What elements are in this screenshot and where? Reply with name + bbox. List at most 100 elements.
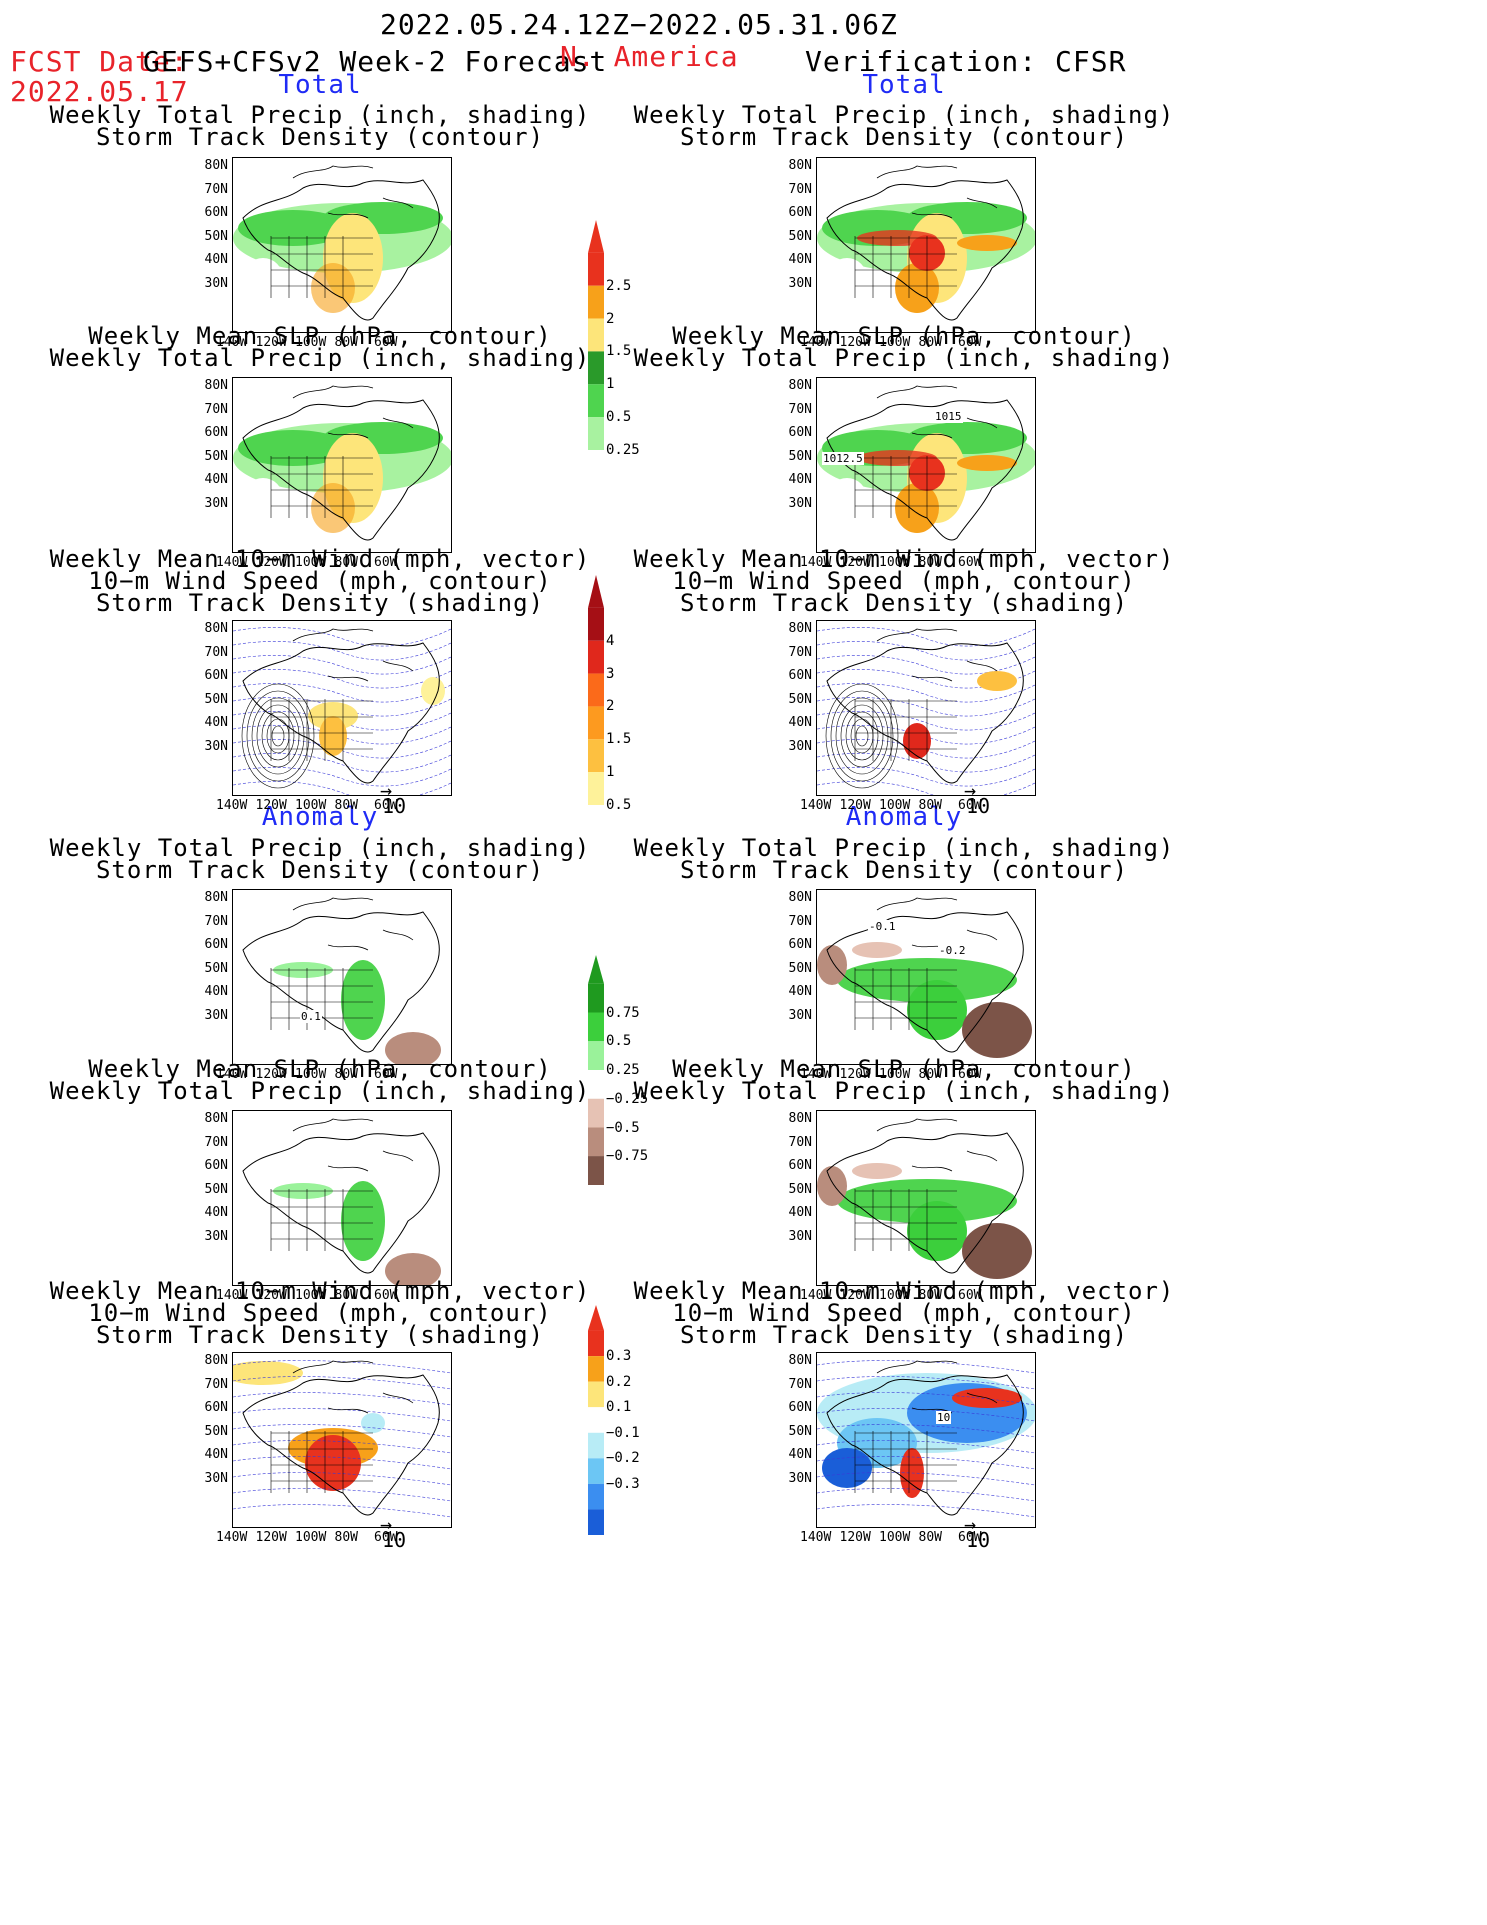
lat-tick-label: 50N bbox=[788, 1423, 812, 1439]
panel-title: Weekly Mean 10−m Wind (mph, vector) bbox=[49, 1277, 591, 1305]
colorbar-label: 0.75 bbox=[606, 1004, 640, 1021]
lon-tick-label: 60W bbox=[374, 1067, 398, 1082]
lon-tick-label: 80W bbox=[334, 1530, 358, 1545]
lon-tick-label: 80W bbox=[334, 1067, 358, 1082]
colorbar-label: 0.5 bbox=[606, 409, 632, 426]
contour-label: -0.1 bbox=[868, 920, 897, 933]
panel-title: Storm Track Density (shading) bbox=[95, 1321, 545, 1349]
lon-tick-label: 60W bbox=[374, 335, 398, 350]
lat-tick-label: 50N bbox=[788, 228, 812, 244]
lat-tick-label: 60N bbox=[788, 937, 812, 953]
lon-tick-label: 80W bbox=[918, 335, 942, 350]
lon-tick-label: 80W bbox=[334, 555, 358, 570]
lon-tick-label: 80W bbox=[918, 1530, 942, 1545]
lat-tick-label: 50N bbox=[204, 1423, 228, 1439]
lon-tick-label: 100W bbox=[879, 1067, 911, 1082]
lon-tick-label: 120W bbox=[839, 1067, 871, 1082]
panel-title: Weekly Total Precip (inch, shading) bbox=[49, 344, 591, 372]
lon-tick-label: 100W bbox=[879, 1288, 911, 1303]
fcst-date-label: FCST Date: bbox=[10, 45, 189, 78]
colorbar-label: 0.2 bbox=[606, 1373, 632, 1390]
panel-title: Weekly Mean SLP (hPa, contour) bbox=[672, 1055, 1136, 1083]
panel-title: Storm Track Density (shading) bbox=[679, 1321, 1129, 1349]
lon-tick-label: 60W bbox=[374, 1530, 398, 1545]
lat-tick-label: 50N bbox=[204, 448, 228, 464]
panel-title: Weekly Mean SLP (hPa, contour) bbox=[88, 322, 552, 350]
panel-title: Storm Track Density (contour) bbox=[679, 856, 1129, 884]
lat-tick-label: 50N bbox=[788, 1181, 812, 1197]
lat-tick-label: 80N bbox=[788, 1111, 812, 1126]
lon-tick-label: 100W bbox=[879, 1530, 911, 1545]
lon-tick-label: 140W bbox=[800, 798, 832, 813]
lat-tick-label: 30N bbox=[788, 1008, 812, 1023]
lon-tick-label: 120W bbox=[255, 1067, 287, 1082]
lon-tick-label: 140W bbox=[800, 335, 832, 350]
lat-tick-label: 80N bbox=[204, 1353, 228, 1368]
map-panel bbox=[816, 377, 1036, 553]
lat-tick-label: 40N bbox=[204, 1447, 228, 1463]
lat-tick-label: 40N bbox=[788, 715, 812, 731]
lon-tick-label: 120W bbox=[255, 555, 287, 570]
lon-tick-label: 60W bbox=[958, 335, 982, 350]
lon-tick-label: 120W bbox=[839, 335, 871, 350]
colorbar-label: 0.25 bbox=[606, 442, 640, 458]
lon-tick-label: 80W bbox=[334, 1288, 358, 1303]
colorbar-label: 0.25 bbox=[606, 1062, 640, 1078]
panel-title: 10−m Wind Speed (mph, contour) bbox=[672, 1299, 1136, 1327]
panel-title: Storm Track Density (contour) bbox=[95, 856, 545, 884]
panel-title: 10−m Wind Speed (mph, contour) bbox=[88, 1299, 552, 1327]
lat-tick-label: 30N bbox=[204, 739, 228, 754]
lat-tick-label: 50N bbox=[204, 960, 228, 976]
vector-ref-label: 10 bbox=[382, 1528, 407, 1552]
lat-tick-label: 70N bbox=[204, 181, 228, 197]
map-panel bbox=[816, 157, 1036, 333]
colorbar-label: 4 bbox=[606, 632, 615, 649]
map-panel bbox=[816, 1352, 1036, 1528]
lon-tick-label: 60W bbox=[958, 798, 982, 813]
panel-title: Storm Track Density (contour) bbox=[95, 123, 545, 151]
lon-tick-label: 140W bbox=[216, 1067, 248, 1082]
lon-tick-label: 140W bbox=[800, 1067, 832, 1082]
colorbar-label: 1 bbox=[606, 376, 615, 393]
forecast-model-label: GEFS+CFSv2 Week-2 Forecast bbox=[143, 45, 608, 78]
panel-title: Weekly Mean 10−m Wind (mph, vector) bbox=[633, 1277, 1175, 1305]
colorbar-label: −0.2 bbox=[606, 1450, 640, 1467]
lat-tick-label: 80N bbox=[204, 621, 228, 636]
lat-tick-label: 70N bbox=[788, 1134, 812, 1150]
lat-tick-label: 40N bbox=[788, 252, 812, 268]
map-panel bbox=[232, 620, 452, 796]
panel-title: Weekly Mean 10−m Wind (mph, vector) bbox=[49, 545, 591, 573]
lon-tick-label: 140W bbox=[216, 798, 248, 813]
colorbar-label: 1 bbox=[606, 764, 615, 781]
lat-tick-label: 40N bbox=[788, 984, 812, 1000]
lat-tick-label: 80N bbox=[204, 158, 228, 173]
map-panel bbox=[232, 889, 452, 1065]
vector-ref-label: 10 bbox=[966, 794, 991, 818]
lat-tick-label: 80N bbox=[204, 1111, 228, 1126]
colorbar-label: −0.3 bbox=[606, 1475, 640, 1492]
lat-tick-label: 40N bbox=[788, 472, 812, 488]
lon-tick-label: 120W bbox=[255, 1288, 287, 1303]
section-anomaly-left: Anomaly bbox=[261, 802, 379, 832]
lat-tick-label: 30N bbox=[788, 1471, 812, 1486]
lat-tick-label: 70N bbox=[788, 401, 812, 417]
lon-tick-label: 60W bbox=[374, 798, 398, 813]
lat-tick-label: 70N bbox=[204, 1134, 228, 1150]
lon-tick-label: 120W bbox=[255, 1530, 287, 1545]
colorbar-precip_anom bbox=[588, 955, 604, 1185]
lon-tick-label: 100W bbox=[295, 555, 327, 570]
lat-tick-label: 30N bbox=[788, 1229, 812, 1244]
lat-tick-label: 70N bbox=[204, 1376, 228, 1392]
lon-tick-label: 120W bbox=[839, 555, 871, 570]
lat-tick-label: 70N bbox=[788, 1376, 812, 1392]
verification-label: Verification: CFSR bbox=[805, 45, 1127, 78]
vector-ref-label: 10 bbox=[382, 794, 407, 818]
map-panel bbox=[816, 1110, 1036, 1286]
contour-label: 10 bbox=[936, 1411, 952, 1424]
contour-label: -0.2 bbox=[938, 944, 967, 957]
colorbar-label: 2 bbox=[606, 310, 615, 327]
colorbar-label: 1.5 bbox=[606, 731, 632, 748]
lat-tick-label: 70N bbox=[204, 644, 228, 660]
lon-tick-label: 80W bbox=[918, 555, 942, 570]
lat-tick-label: 40N bbox=[788, 1205, 812, 1221]
